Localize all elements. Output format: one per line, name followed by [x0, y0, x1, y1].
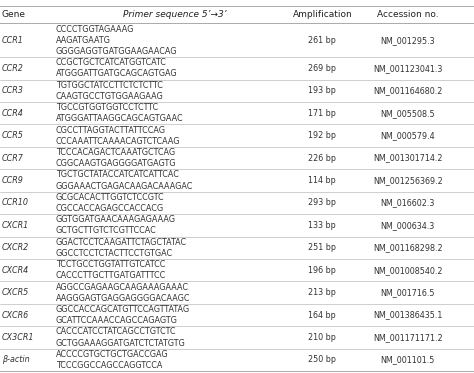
Text: ACCCCGTGCTGCTGACCGAG: ACCCCGTGCTGCTGACCGAG [56, 350, 169, 359]
Text: AAGGGAGTGAGGAGGGGACAAGC: AAGGGAGTGAGGAGGGGACAAGC [56, 294, 191, 303]
Text: CX3CR1: CX3CR1 [2, 333, 35, 342]
Text: CACCCTTGCTTGATGATTTCC: CACCCTTGCTTGATGATTTCC [56, 271, 166, 280]
Text: 213 bp: 213 bp [309, 288, 336, 297]
Text: 164 bp: 164 bp [309, 311, 336, 320]
Text: CGCCTTAGGTACTTATTCCAG: CGCCTTAGGTACTTATTCCAG [56, 126, 166, 135]
Text: Accession no.: Accession no. [377, 10, 438, 19]
Text: 171 bp: 171 bp [309, 109, 336, 118]
Text: Primer sequence 5’→3’: Primer sequence 5’→3’ [123, 10, 227, 19]
Text: NM_001301714.2: NM_001301714.2 [373, 154, 442, 163]
Text: CXCR5: CXCR5 [2, 288, 29, 297]
Text: 114 bp: 114 bp [309, 176, 336, 185]
Text: NM_000634.3: NM_000634.3 [381, 221, 435, 230]
Text: ATGGGATTAAGGCAGCAGTGAAC: ATGGGATTAAGGCAGCAGTGAAC [56, 114, 183, 123]
Text: CXCR2: CXCR2 [2, 243, 29, 252]
Text: CACCCATCCTATCAGCCTGTCTC: CACCCATCCTATCAGCCTGTCTC [56, 327, 176, 336]
Text: GCTGGAAAGGATGATCTCTATGTG: GCTGGAAAGGATGATCTCTATGTG [56, 339, 186, 348]
Text: Gene: Gene [2, 10, 26, 19]
Text: CCR3: CCR3 [2, 86, 24, 95]
Text: CAAGTGCCTGTGGAAGAAG: CAAGTGCCTGTGGAAGAAG [56, 92, 164, 101]
Text: 250 bp: 250 bp [308, 355, 337, 364]
Text: NM_001295.3: NM_001295.3 [380, 36, 435, 45]
Text: 133 bp: 133 bp [309, 221, 336, 230]
Text: GCTGCTTGTCTCGTTCCAC: GCTGCTTGTCTCGTTCCAC [56, 226, 157, 235]
Text: GGTGGATGAACAAAGAGAAAG: GGTGGATGAACAAAGAGAAAG [56, 215, 176, 224]
Text: CGGCAAGTGAGGGGATGAGTG: CGGCAAGTGAGGGGATGAGTG [56, 159, 176, 168]
Text: CXCR1: CXCR1 [2, 221, 29, 230]
Text: 269 bp: 269 bp [308, 64, 337, 73]
Text: 210 bp: 210 bp [309, 333, 336, 342]
Text: CCR1: CCR1 [2, 36, 24, 45]
Text: CCR7: CCR7 [2, 154, 24, 163]
Text: GGGAAACTGAGACAAGACAAAGAC: GGGAAACTGAGACAAGACAAAGAC [56, 182, 193, 191]
Text: Amplification: Amplification [292, 10, 352, 19]
Text: CCR9: CCR9 [2, 176, 24, 185]
Text: NM_001123041.3: NM_001123041.3 [373, 64, 442, 73]
Text: 226 bp: 226 bp [308, 154, 337, 163]
Text: GCGCACACTTGGTCTCCGTC: GCGCACACTTGGTCTCCGTC [56, 193, 164, 202]
Text: CCCCTGGTAGAAAG: CCCCTGGTAGAAAG [56, 25, 134, 34]
Text: 196 bp: 196 bp [309, 266, 336, 275]
Text: CCGCTGCTCATCATGGTCATC: CCGCTGCTCATCATGGTCATC [56, 58, 167, 67]
Text: β-actin: β-actin [2, 355, 30, 364]
Text: TGCCGTGGTGGTCCTCTTC: TGCCGTGGTGGTCCTCTTC [56, 103, 158, 112]
Text: NM_001716.5: NM_001716.5 [381, 288, 435, 297]
Text: 251 bp: 251 bp [308, 243, 337, 252]
Text: TCCCACAGACTCAAATGCTCAG: TCCCACAGACTCAAATGCTCAG [56, 148, 175, 157]
Text: CCR4: CCR4 [2, 109, 24, 118]
Text: 192 bp: 192 bp [308, 131, 337, 140]
Text: NM_001171171.2: NM_001171171.2 [373, 333, 442, 342]
Text: NM_001256369.2: NM_001256369.2 [373, 176, 443, 185]
Text: TGTGGCTATCCTTCTCTCTTC: TGTGGCTATCCTTCTCTCTTC [56, 81, 163, 90]
Text: 193 bp: 193 bp [309, 86, 336, 95]
Text: NM_001168298.2: NM_001168298.2 [373, 243, 442, 252]
Text: NM_001386435.1: NM_001386435.1 [373, 311, 442, 320]
Text: CXCR4: CXCR4 [2, 266, 29, 275]
Text: CXCR6: CXCR6 [2, 311, 29, 320]
Text: NM_016602.3: NM_016602.3 [381, 198, 435, 207]
Text: AGGCCGAGAAGCAAGAAAGAAAC: AGGCCGAGAAGCAAGAAAGAAAC [56, 282, 189, 292]
Text: TCCCGGCCAGCCAGGTCCA: TCCCGGCCAGCCAGGTCCA [56, 361, 162, 370]
Text: AAGATGAATG: AAGATGAATG [56, 36, 111, 45]
Text: GGCCTCCTCTACTTCCTGTGAC: GGCCTCCTCTACTTCCTGTGAC [56, 249, 173, 258]
Text: GGACTCCTCAAGATTCTAGCTATAC: GGACTCCTCAAGATTCTAGCTATAC [56, 238, 187, 247]
Text: TGCTGCTATACCATCATCATTCAC: TGCTGCTATACCATCATCATTCAC [56, 170, 179, 179]
Text: 261 bp: 261 bp [309, 36, 336, 45]
Text: CCCAAATTCAAAACAGTCTCAAG: CCCAAATTCAAAACAGTCTCAAG [56, 137, 181, 146]
Text: GGCCACCAGCATGTTCCAGTTATAG: GGCCACCAGCATGTTCCAGTTATAG [56, 305, 190, 314]
Text: CCR2: CCR2 [2, 64, 24, 73]
Text: 293 bp: 293 bp [308, 198, 337, 207]
Text: NM_001164680.2: NM_001164680.2 [373, 86, 442, 95]
Text: CCR5: CCR5 [2, 131, 24, 140]
Text: GCATTCCAAACCAGCCAGAGTG: GCATTCCAAACCAGCCAGAGTG [56, 316, 178, 325]
Text: TCCTGCCTGGTATTGTCATCC: TCCTGCCTGGTATTGTCATCC [56, 260, 165, 269]
Text: NM_001008540.2: NM_001008540.2 [373, 266, 442, 275]
Text: NM_001101.5: NM_001101.5 [381, 355, 435, 364]
Text: NM_000579.4: NM_000579.4 [380, 131, 435, 140]
Text: NM_005508.5: NM_005508.5 [380, 109, 435, 118]
Text: GGGGAGGTGATGGAAGAACAG: GGGGAGGTGATGGAAGAACAG [56, 47, 177, 56]
Text: CCR10: CCR10 [2, 198, 29, 207]
Text: ATGGGATTGATGCAGCAGTGAG: ATGGGATTGATGCAGCAGTGAG [56, 69, 178, 78]
Text: CGCCACCAGAGCCACCACG: CGCCACCAGAGCCACCACG [56, 204, 164, 213]
